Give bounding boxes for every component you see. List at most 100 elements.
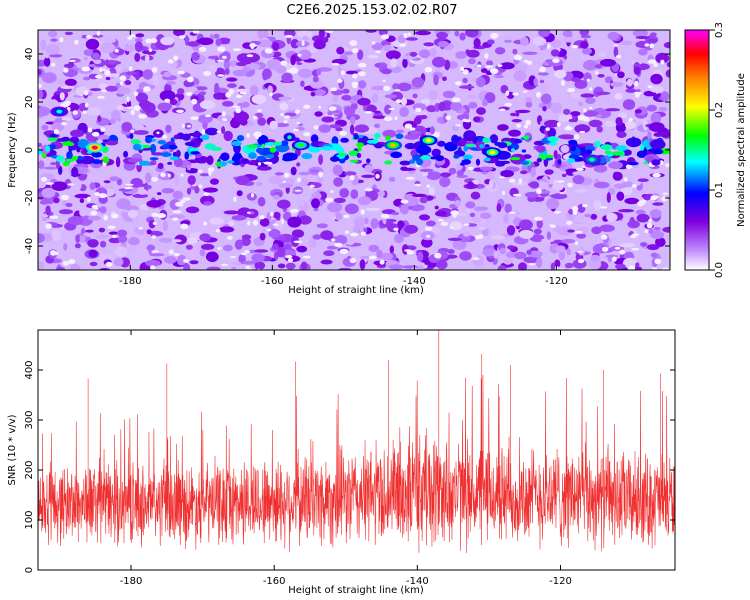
heatmap-cell	[399, 204, 409, 215]
heatmap-cell	[615, 263, 626, 270]
heatmap-cell	[45, 182, 54, 185]
heatmap-cell	[249, 175, 258, 181]
heatmap-cell	[437, 40, 449, 48]
heatmap-cell	[265, 154, 275, 159]
heatmap-cell	[234, 111, 249, 122]
heatmap-cell	[449, 226, 454, 229]
heatmap-cell	[568, 154, 579, 160]
heatmap-cell	[257, 109, 262, 112]
heatmap-cell	[186, 164, 192, 171]
heatmap-cell	[150, 159, 157, 164]
heatmap-cell	[582, 47, 592, 55]
heatmap-cell	[429, 156, 438, 160]
heatmap-cell	[76, 147, 81, 153]
heatmap-cell	[552, 183, 564, 191]
heatmap-cell	[638, 48, 648, 56]
heatmap-cell	[359, 255, 372, 260]
heatmap-cell	[338, 267, 352, 270]
heatmap-cell	[631, 172, 640, 180]
heatmap-cell	[634, 109, 642, 114]
heatmap-cell	[41, 72, 57, 84]
heatmap-cell	[644, 43, 650, 47]
heatmap-cell	[143, 86, 151, 92]
heatmap-cell	[273, 211, 281, 219]
heatmap-cell	[298, 171, 311, 176]
heatmap-cell	[574, 241, 579, 245]
heatmap-cell	[89, 182, 96, 190]
heatmap-cell	[60, 85, 75, 89]
heatmap-cell	[262, 68, 272, 80]
heatmap-cell	[229, 39, 236, 46]
heatmap-cell	[180, 173, 184, 177]
heatmap-cell	[655, 237, 666, 248]
heatmap-cell	[168, 144, 178, 150]
heatmap-cell	[172, 210, 182, 214]
heatmap-cell	[151, 250, 159, 253]
heatmap-cell	[351, 81, 359, 87]
heatmap-cell	[301, 153, 313, 160]
heatmap-cell	[383, 44, 392, 52]
heatmap-cell	[627, 161, 639, 166]
heatmap-cell	[425, 220, 436, 227]
heatmap-cell	[572, 171, 588, 176]
heatmap-cell	[76, 156, 86, 160]
heatmap-cell	[596, 126, 603, 133]
heatmap-cell	[346, 223, 352, 227]
heatmap-cell	[478, 196, 483, 201]
heatmap-cell	[222, 100, 234, 107]
heatmap-cell	[348, 150, 360, 157]
heatmap-cell	[395, 129, 405, 134]
heatmap-cell	[232, 105, 241, 108]
heatmap-cell	[612, 171, 623, 181]
heatmap-cell	[567, 182, 573, 188]
heatmap-cell	[123, 150, 129, 158]
heatmap-cell	[490, 235, 505, 240]
heatmap-cell	[643, 161, 648, 165]
heatmap-cell	[222, 55, 227, 60]
heatmap-cell	[387, 223, 399, 233]
heatmap-cell	[388, 176, 396, 182]
heatmap-cell	[519, 229, 534, 239]
heatmap-cell	[210, 202, 220, 213]
heatmap-cell	[613, 46, 619, 58]
heatmap-cell	[497, 265, 507, 270]
heatmap-cell	[187, 248, 201, 259]
colorbar-tick-label: 0.2	[714, 102, 725, 118]
heatmap-cell	[316, 223, 328, 229]
heatmap-cell	[435, 210, 447, 217]
heatmap-cell	[577, 250, 584, 253]
heatmap-cell	[177, 88, 185, 95]
heatmap-cell	[203, 201, 213, 206]
heatmap-cell	[485, 65, 493, 69]
heatmap-cell	[420, 155, 431, 160]
x-tick-label: -180	[119, 276, 142, 287]
heatmap-cell	[500, 170, 514, 178]
heatmap-cell	[74, 39, 79, 45]
heatmap-cell	[660, 59, 665, 65]
heatmap-cell	[188, 132, 204, 137]
heatmap-cell	[374, 132, 381, 139]
heatmap-cell	[58, 209, 74, 215]
heatmap-cell	[117, 229, 128, 237]
heatmap-cell	[380, 252, 394, 261]
heatmap-cell	[371, 93, 379, 103]
heatmap-cell	[588, 119, 603, 128]
heatmap-cell	[634, 80, 639, 87]
heatmap-cell	[404, 142, 417, 150]
heatmap-cell	[468, 101, 478, 109]
heatmap-cell	[464, 119, 471, 123]
heatmap-cell	[287, 216, 302, 228]
heatmap-cell	[591, 226, 602, 235]
heatmap-cell	[448, 167, 457, 175]
heatmap-cell	[302, 255, 311, 259]
heatmap-cell	[551, 193, 568, 200]
heatmap-cell	[462, 231, 471, 237]
heatmap-cell	[96, 31, 101, 36]
heatmap-cell	[469, 212, 476, 218]
heatmap-cell	[83, 231, 97, 237]
heatmap-cell	[85, 35, 92, 39]
heatmap-cell	[164, 256, 177, 264]
heatmap-cell	[597, 74, 605, 78]
heatmap-cell	[589, 87, 593, 91]
heatmap-cell	[320, 259, 333, 265]
